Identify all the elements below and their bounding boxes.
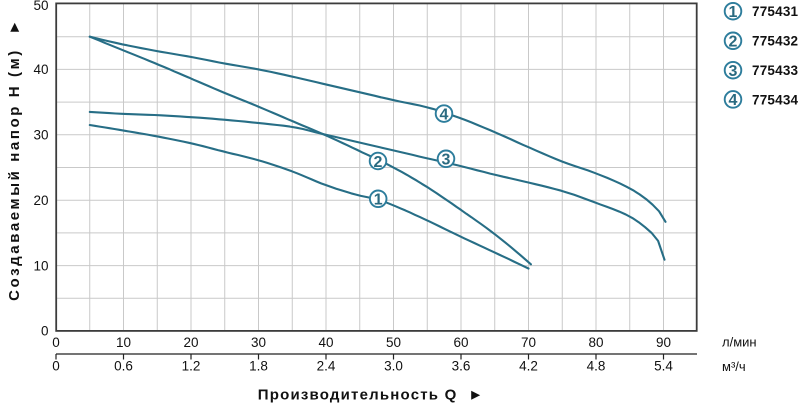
svg-text:0: 0: [52, 335, 60, 350]
svg-text:Производительность Q ►: Производительность Q ►: [258, 386, 485, 403]
svg-text:40: 40: [33, 62, 48, 77]
svg-text:0.6: 0.6: [114, 358, 133, 373]
svg-text:10: 10: [33, 258, 48, 273]
svg-text:3: 3: [442, 152, 451, 169]
svg-text:1.8: 1.8: [249, 358, 268, 373]
svg-text:775431: 775431: [752, 4, 799, 19]
svg-text:4.8: 4.8: [587, 358, 606, 373]
svg-text:4: 4: [440, 106, 449, 123]
svg-text:775433: 775433: [752, 63, 799, 78]
svg-text:1: 1: [374, 192, 383, 209]
svg-text:30: 30: [251, 335, 266, 350]
svg-text:775434: 775434: [752, 92, 799, 107]
svg-text:4.2: 4.2: [519, 358, 538, 373]
svg-text:775432: 775432: [752, 34, 798, 49]
svg-text:1.2: 1.2: [182, 358, 201, 373]
svg-text:4: 4: [729, 92, 738, 109]
svg-text:90: 90: [656, 335, 671, 350]
svg-text:1: 1: [729, 4, 738, 21]
svg-text:2.4: 2.4: [317, 358, 336, 373]
svg-text:50: 50: [33, 0, 48, 13]
svg-text:70: 70: [521, 335, 536, 350]
svg-text:80: 80: [588, 335, 603, 350]
svg-text:0: 0: [41, 324, 49, 339]
svg-text:10: 10: [116, 335, 131, 350]
svg-text:л/мин: л/мин: [722, 335, 757, 350]
svg-text:2: 2: [374, 154, 383, 171]
svg-text:5.4: 5.4: [654, 358, 673, 373]
svg-text:30: 30: [33, 128, 48, 143]
svg-text:Создаваемый напор H (м) ►: Создаваемый напор H (м) ►: [6, 17, 23, 301]
svg-text:50: 50: [386, 335, 401, 350]
svg-text:20: 20: [33, 193, 48, 208]
svg-text:3.0: 3.0: [384, 358, 403, 373]
svg-text:2: 2: [729, 34, 738, 51]
svg-text:3.6: 3.6: [452, 358, 471, 373]
svg-text:60: 60: [453, 335, 468, 350]
svg-text:40: 40: [318, 335, 333, 350]
svg-text:м³/ч: м³/ч: [722, 359, 746, 374]
svg-text:20: 20: [183, 335, 198, 350]
svg-text:0: 0: [52, 358, 60, 373]
svg-text:3: 3: [729, 63, 738, 80]
